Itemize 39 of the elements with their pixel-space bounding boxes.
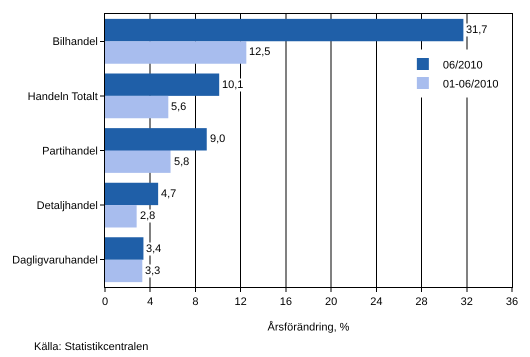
- legend-label: 06/2010: [442, 59, 483, 72]
- y-tick-label: Handeln Totalt: [28, 90, 98, 103]
- y-tick-label: Dagligvaruhandel: [12, 254, 98, 267]
- bar: [105, 74, 220, 96]
- data-label: 31,7: [466, 24, 488, 36]
- data-label: 3,4: [146, 243, 162, 255]
- bar: [105, 96, 168, 118]
- x-tick-label: 0: [102, 296, 108, 308]
- bar: [105, 182, 158, 206]
- data-label: 5,8: [174, 156, 190, 168]
- x-tick-label: 8: [192, 296, 199, 308]
- data-label: 2,8: [140, 210, 156, 222]
- x-tick-label: 36: [506, 296, 518, 308]
- data-label: 4,7: [161, 188, 176, 200]
- data-label: 12,5: [249, 46, 270, 58]
- x-tick-label: 32: [460, 296, 473, 308]
- y-tick-label: Bilhandel: [52, 36, 98, 48]
- x-tick-label: 4: [147, 296, 154, 308]
- data-label: 3,3: [145, 265, 160, 277]
- x-tick-label: 12: [234, 296, 247, 308]
- x-tick-label: 16: [280, 296, 292, 308]
- bar: [105, 150, 171, 173]
- bar: [105, 41, 246, 64]
- text: Källa: Statistikcentralen: [34, 341, 148, 353]
- x-tick-label: 24: [370, 296, 382, 308]
- x-axis-title: Årsförändring, %: [268, 320, 350, 334]
- bar: [105, 237, 144, 260]
- bar: [105, 205, 137, 228]
- data-label: 5,6: [171, 101, 186, 113]
- x-tick-label: 20: [324, 296, 338, 308]
- data-label: 9,0: [210, 133, 226, 145]
- data-label: 10,1: [222, 79, 244, 91]
- bar: [105, 18, 464, 42]
- y-tick-label: Partihandel: [42, 145, 98, 158]
- y-tick-label: Detaljhandel: [36, 200, 98, 212]
- bar: [105, 128, 207, 150]
- x-tick-label: 28: [415, 296, 428, 308]
- legend-label: 01-06/2010: [442, 78, 499, 90]
- bar: [105, 260, 142, 282]
